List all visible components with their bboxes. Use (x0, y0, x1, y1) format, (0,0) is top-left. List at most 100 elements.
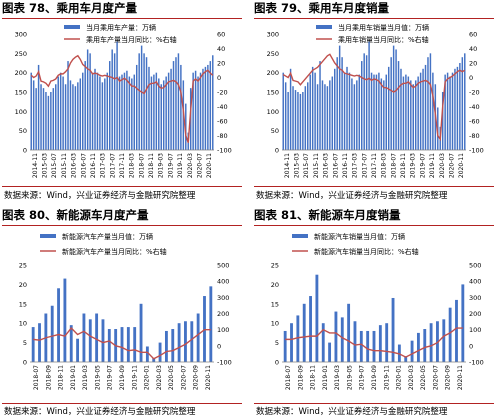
bar (162, 80, 165, 150)
bar (356, 80, 358, 150)
legend-label: 新能源汽车销量当月同比：%右轴 (314, 247, 419, 256)
bar (38, 323, 41, 362)
bar (390, 57, 392, 151)
bar (417, 76, 419, 150)
y-tick-label: 250 (15, 50, 27, 58)
bar (101, 319, 105, 362)
bar (441, 92, 444, 150)
x-tick-label: 2016-11 (342, 153, 349, 178)
x-tick-label: 2018-07 (390, 153, 397, 178)
bar (184, 321, 187, 362)
x-tick-label: 2019-03 (334, 365, 341, 390)
y2-tick-label: 0 (217, 74, 221, 82)
chart-panel-79: 图表 79、乘用车月度销量 当月乘用车销量当月值：万辆 乘用车销量当月同比：%右轴… (254, 0, 494, 210)
bar (391, 297, 395, 362)
bar (429, 323, 433, 362)
bar (365, 55, 368, 151)
bar (437, 107, 439, 150)
bar (449, 76, 451, 150)
bar (199, 72, 202, 150)
bar (461, 57, 464, 151)
bar (331, 76, 334, 150)
x-tick-label: 2020-03 (439, 153, 446, 178)
bar (42, 88, 45, 150)
y2-tick-label: 200 (217, 310, 229, 318)
bar (451, 72, 454, 150)
y-tick-label: 10 (19, 320, 27, 328)
y-tick-label: 10 (271, 320, 279, 328)
bar (404, 356, 408, 362)
bar (456, 66, 459, 150)
bar (30, 72, 32, 150)
y2-tick-label: -100 (469, 147, 484, 155)
bar (304, 86, 307, 150)
chart-title: 图表 79、乘用车月度销量 (254, 1, 390, 15)
bar (86, 49, 89, 150)
y2-tick-label: 500 (217, 262, 229, 270)
x-tick-label: 2019-09 (371, 365, 378, 390)
bar (353, 321, 357, 362)
y-tick-label: 300 (15, 31, 27, 39)
x-tick-label: 2015-03 (42, 153, 49, 178)
x-tick-label: 2018-03 (129, 153, 136, 178)
chart-title: 图表 80、新能源车月度产量 (2, 208, 149, 222)
x-tick-label: 2015-11 (313, 153, 320, 178)
bar (321, 323, 325, 362)
chart-panel-78: 图表 78、乘用车月度产量 当月乘用车产量：万辆 乘用车产量当月同比：%右轴 0 50… (2, 0, 242, 210)
bar (69, 325, 73, 362)
bar (57, 76, 59, 150)
bar (111, 49, 113, 150)
bar (209, 286, 213, 362)
bar (410, 80, 412, 150)
y-tick-label: 200 (267, 69, 279, 77)
bar (153, 74, 155, 150)
bar (366, 330, 370, 362)
y-tick-label: 300 (267, 31, 279, 39)
bar (373, 74, 375, 150)
bar (194, 70, 197, 150)
bar (311, 66, 314, 150)
bar (190, 321, 194, 362)
x-tick-label: 2016-03 (323, 153, 330, 178)
bar (175, 57, 177, 151)
x-tick-label: 2015-07 (51, 153, 58, 178)
bar (165, 76, 167, 150)
bar (302, 92, 304, 150)
bar (464, 53, 466, 151)
bar (152, 358, 156, 362)
bar (289, 68, 292, 150)
y2-tick-label: -100 (469, 359, 484, 367)
bar (84, 61, 86, 150)
bar (160, 84, 162, 150)
bar (427, 57, 429, 151)
bar (402, 76, 405, 150)
bar (314, 72, 316, 150)
bar (309, 296, 312, 362)
legend-label: 新能源汽车销量当月值：万辆 (314, 232, 405, 241)
bar (446, 72, 449, 150)
bar (424, 64, 427, 150)
bar (177, 53, 180, 151)
y2-tick-label: 60 (217, 31, 225, 39)
y-tick-label: 250 (267, 50, 279, 58)
y2-tick-label: 100 (469, 326, 481, 334)
bar (353, 84, 356, 150)
bar (79, 78, 82, 150)
bar (139, 303, 143, 362)
bar (432, 72, 434, 150)
x-tick-label: 2020-09 (193, 365, 200, 390)
bar (395, 49, 397, 150)
bar (64, 84, 67, 150)
bar (383, 80, 385, 150)
y-tick-label: 20 (19, 281, 27, 289)
chart-title: 图表 81、新能源车月度销量 (254, 208, 401, 222)
bar (326, 86, 329, 150)
y2-tick-label: -80 (469, 132, 480, 140)
x-tick-label: 2019-01 (322, 365, 329, 390)
bar (123, 72, 126, 150)
y2-tick-label: -20 (469, 89, 480, 97)
y2-tick-label: -80 (217, 132, 228, 140)
bar (375, 74, 378, 150)
bar (77, 82, 79, 150)
